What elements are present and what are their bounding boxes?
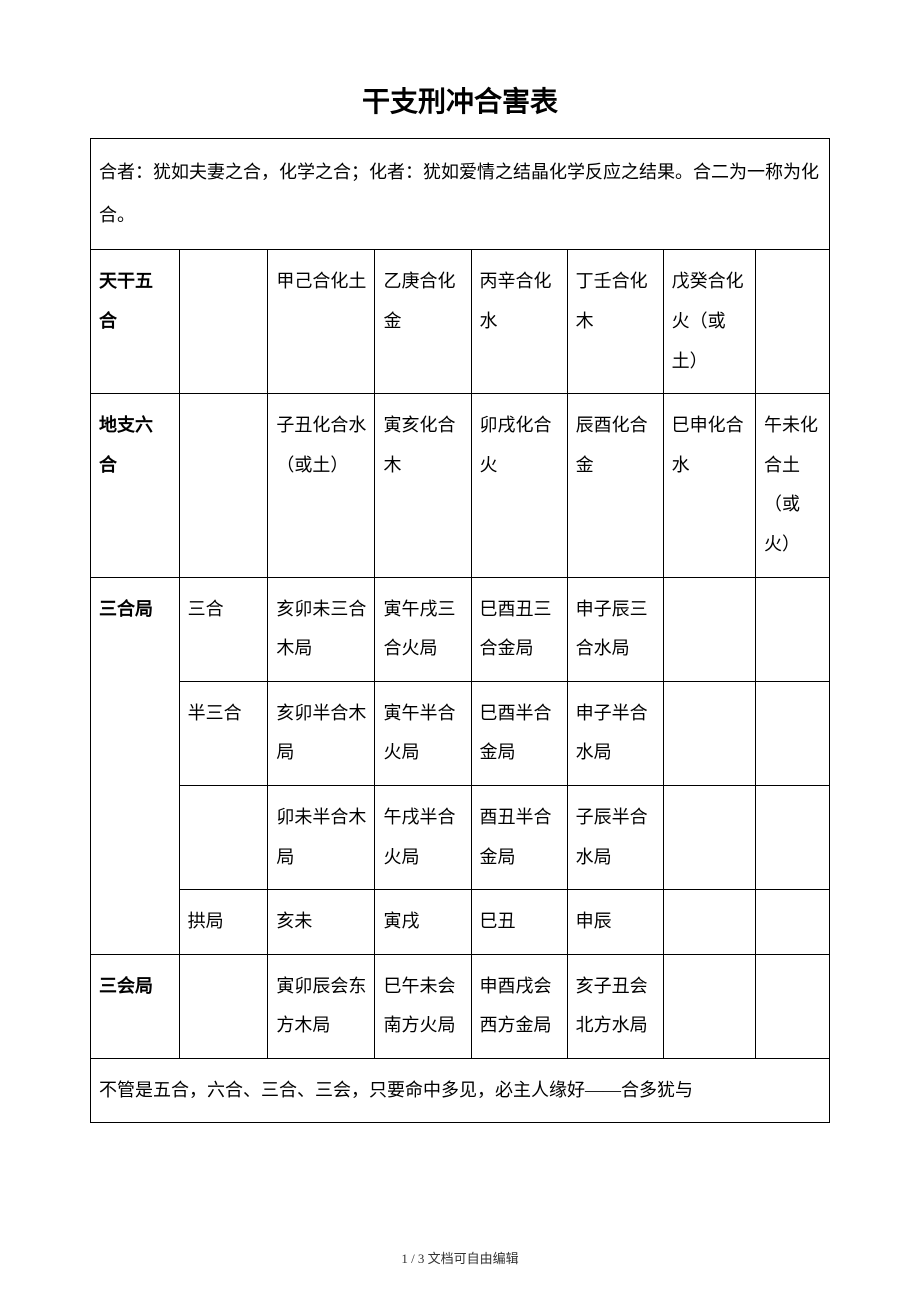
table-row: 卯未半合木局 午戌半合火局 酉丑半合金局 子辰半合水局 <box>91 785 830 889</box>
cell: 寅戌 <box>375 890 471 955</box>
intro-text: 合者：犹如夫妻之合，化学之合；化者：犹如爱情之结晶化学反应之结果。合二为一称为化… <box>91 139 830 250</box>
table-row: 不管是五合，六合、三合、三会，只要命中多见，必主人缘好——合多犹与 <box>91 1058 830 1123</box>
cell <box>756 577 830 681</box>
cell: 子丑化合水（或土） <box>268 394 375 577</box>
cell: 拱局 <box>179 890 268 955</box>
page-footer: 1 / 3 文档可自由编辑 <box>0 1248 920 1267</box>
table-row: 半三合 亥卯半合木局 寅午半合火局 巳酉半合金局 申子半合水局 <box>91 681 830 785</box>
cell <box>663 577 755 681</box>
cell <box>663 954 755 1058</box>
cell: 亥子丑会北方水局 <box>567 954 663 1058</box>
cell: 申辰 <box>567 890 663 955</box>
cell: 寅午半合火局 <box>375 681 471 785</box>
cell: 寅卯辰会东方木局 <box>268 954 375 1058</box>
row-label-sanhe: 三合局 <box>91 577 180 954</box>
table-row: 地支六合 子丑化合水（或土） 寅亥化合木 卯戌化合火 辰酉化合金 巳申化合水 午… <box>91 394 830 577</box>
table-row: 拱局 亥未 寅戌 巳丑 申辰 <box>91 890 830 955</box>
page-title: 干支刑冲合害表 <box>90 80 830 120</box>
cell <box>756 954 830 1058</box>
cell: 申酉戌会西方金局 <box>471 954 567 1058</box>
table-row: 三合局 三合 亥卯未三合木局 寅午戌三合火局 巳酉丑三合金局 申子辰三合水局 <box>91 577 830 681</box>
cell: 戊癸合化火（或土） <box>663 250 755 394</box>
cell: 三合 <box>179 577 268 681</box>
cell: 子辰半合水局 <box>567 785 663 889</box>
cell: 午戌半合火局 <box>375 785 471 889</box>
cell <box>756 250 830 394</box>
cell <box>663 785 755 889</box>
cell: 亥未 <box>268 890 375 955</box>
cell: 丙辛合化水 <box>471 250 567 394</box>
cell: 寅午戌三合火局 <box>375 577 471 681</box>
cell: 卯未半合木局 <box>268 785 375 889</box>
main-table: 合者：犹如夫妻之合，化学之合；化者：犹如爱情之结晶化学反应之结果。合二为一称为化… <box>90 138 830 1123</box>
cell <box>179 394 268 577</box>
cell: 申子辰三合水局 <box>567 577 663 681</box>
cell: 巳酉丑三合金局 <box>471 577 567 681</box>
cell: 巳丑 <box>471 890 567 955</box>
cell <box>179 250 268 394</box>
cell: 丁壬合化木 <box>567 250 663 394</box>
row-label-dizhi: 地支六合 <box>91 394 180 577</box>
cell <box>756 681 830 785</box>
cell: 亥卯未三合木局 <box>268 577 375 681</box>
table-row: 合者：犹如夫妻之合，化学之合；化者：犹如爱情之结晶化学反应之结果。合二为一称为化… <box>91 139 830 250</box>
cell: 巳申化合水 <box>663 394 755 577</box>
cell: 半三合 <box>179 681 268 785</box>
bottom-text: 不管是五合，六合、三合、三会，只要命中多见，必主人缘好——合多犹与 <box>91 1058 830 1123</box>
cell: 申子半合水局 <box>567 681 663 785</box>
cell: 午未化合土（或火） <box>756 394 830 577</box>
cell: 酉丑半合金局 <box>471 785 567 889</box>
cell: 甲己合化土 <box>268 250 375 394</box>
cell: 巳午未会南方火局 <box>375 954 471 1058</box>
cell <box>663 890 755 955</box>
cell <box>756 785 830 889</box>
row-label-sanhui: 三会局 <box>91 954 180 1058</box>
cell <box>663 681 755 785</box>
row-label-tiangan: 天干五合 <box>91 250 180 394</box>
table-row: 三会局 寅卯辰会东方木局 巳午未会南方火局 申酉戌会西方金局 亥子丑会北方水局 <box>91 954 830 1058</box>
cell: 辰酉化合金 <box>567 394 663 577</box>
cell: 亥卯半合木局 <box>268 681 375 785</box>
cell: 卯戌化合火 <box>471 394 567 577</box>
cell: 巳酉半合金局 <box>471 681 567 785</box>
cell: 乙庚合化金 <box>375 250 471 394</box>
table-row: 天干五合 甲己合化土 乙庚合化金 丙辛合化水 丁壬合化木 戊癸合化火（或土） <box>91 250 830 394</box>
cell: 寅亥化合木 <box>375 394 471 577</box>
cell <box>756 890 830 955</box>
cell <box>179 785 268 889</box>
cell <box>179 954 268 1058</box>
